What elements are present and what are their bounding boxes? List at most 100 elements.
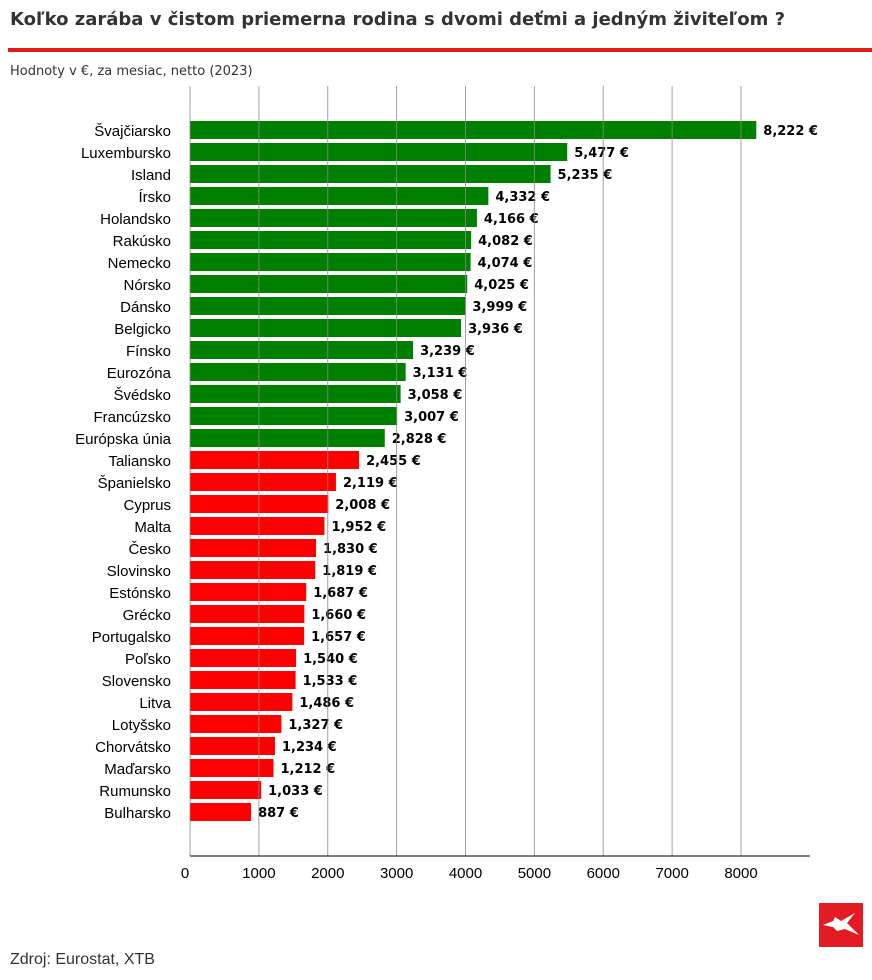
bar (190, 429, 385, 447)
bar (190, 143, 568, 161)
category-label: Estónsko (109, 585, 171, 602)
category-label: Malta (134, 519, 171, 536)
category-label: Fínsko (126, 343, 171, 360)
x-tick-label: 6000 (587, 865, 620, 882)
value-label: 4,332 € (495, 190, 550, 205)
category-label: Nórsko (123, 277, 171, 294)
category-label: Chorvátsko (95, 739, 171, 756)
category-label: Maďarsko (104, 761, 171, 778)
x-tick-label: 3000 (380, 865, 413, 882)
category-label: Cyprus (123, 497, 171, 514)
category-label: Lotyšsko (112, 717, 171, 734)
category-label: Švajčiarsko (94, 123, 171, 140)
bar (190, 407, 398, 425)
category-label: Slovensko (102, 673, 171, 690)
value-label: 5,477 € (574, 146, 629, 161)
bar (190, 451, 360, 469)
category-label: Francúzsko (93, 409, 171, 426)
x-tick-label: 0 (181, 865, 189, 882)
value-label: 1,212 € (280, 762, 335, 777)
category-label: Bulharsko (104, 805, 171, 822)
x-tick-label: 8000 (724, 865, 757, 882)
bar (190, 803, 252, 821)
bar (190, 737, 275, 755)
category-label: Česko (128, 541, 171, 558)
category-label: Slovinsko (107, 563, 171, 580)
bar (190, 275, 468, 293)
bar (190, 363, 406, 381)
value-label: 3,936 € (468, 322, 523, 337)
xtb-x-icon (823, 913, 859, 935)
value-label: 4,074 € (478, 256, 533, 271)
value-label: 4,025 € (474, 278, 529, 293)
category-label: Dánsko (120, 299, 171, 316)
bar (190, 319, 462, 337)
category-label: Portugalsko (92, 629, 171, 646)
bar (190, 121, 757, 139)
x-tick-label: 1000 (242, 865, 275, 882)
category-label: Belgicko (114, 321, 171, 338)
bar (190, 165, 551, 183)
bar (190, 341, 414, 359)
value-label: 2,119 € (343, 476, 398, 491)
xtb-logo (819, 903, 863, 947)
value-label: 1,687 € (313, 586, 368, 601)
category-label: Taliansko (108, 453, 171, 470)
value-label: 1,327 € (288, 718, 343, 733)
category-label: Írsko (138, 189, 171, 206)
value-label: 1,234 € (282, 740, 337, 755)
value-label: 5,235 € (558, 168, 613, 183)
x-tick-label: 5000 (518, 865, 551, 882)
category-label: Rumunsko (99, 783, 171, 800)
bar (190, 231, 472, 249)
bar (190, 627, 305, 645)
chart-subtitle: Hodnoty v €, za mesiac, netto (2023) (10, 64, 253, 79)
value-label: 1,540 € (303, 652, 358, 667)
value-label: 2,455 € (366, 454, 421, 469)
value-label: 3,131 € (413, 366, 468, 381)
value-label: 4,166 € (484, 212, 539, 227)
bar (190, 583, 307, 601)
value-label: 1,819 € (322, 564, 377, 579)
value-label: 4,082 € (478, 234, 533, 249)
bar (190, 781, 262, 799)
category-label: Švédsko (113, 387, 171, 404)
value-label: 2,828 € (392, 432, 447, 447)
category-label: Litva (139, 695, 171, 712)
value-label: 1,033 € (268, 784, 323, 799)
value-label: 2,008 € (335, 498, 390, 513)
value-label: 1,952 € (331, 520, 386, 535)
bar (190, 539, 317, 557)
category-label: Island (131, 167, 171, 184)
title-divider (8, 48, 872, 52)
category-label: Nemecko (108, 255, 171, 272)
bar (190, 517, 325, 535)
bar (190, 561, 316, 579)
bar (190, 385, 401, 403)
category-label: Rakúsko (113, 233, 171, 250)
bar (190, 209, 477, 227)
bar (190, 715, 282, 733)
x-tick-label: 7000 (655, 865, 688, 882)
bar (190, 253, 471, 271)
value-label: 3,007 € (404, 410, 459, 425)
category-label: Európska únia (75, 431, 172, 448)
value-label: 1,486 € (299, 696, 354, 711)
value-label: 1,533 € (303, 674, 358, 689)
category-label: Španielsko (98, 475, 171, 492)
bar (190, 693, 293, 711)
value-label: 1,660 € (311, 608, 366, 623)
bar (190, 473, 336, 491)
value-label: 3,239 € (420, 344, 475, 359)
value-label: 887 € (258, 806, 299, 821)
x-tick-label: 2000 (311, 865, 344, 882)
value-label: 1,830 € (323, 542, 378, 557)
category-label: Eurozóna (107, 365, 172, 382)
value-label: 3,999 € (472, 300, 527, 315)
bar (190, 649, 297, 667)
category-label: Poľsko (125, 651, 171, 668)
source-note: Zdroj: Eurostat, XTB (10, 951, 155, 968)
bar (190, 187, 489, 205)
bar (190, 605, 305, 623)
